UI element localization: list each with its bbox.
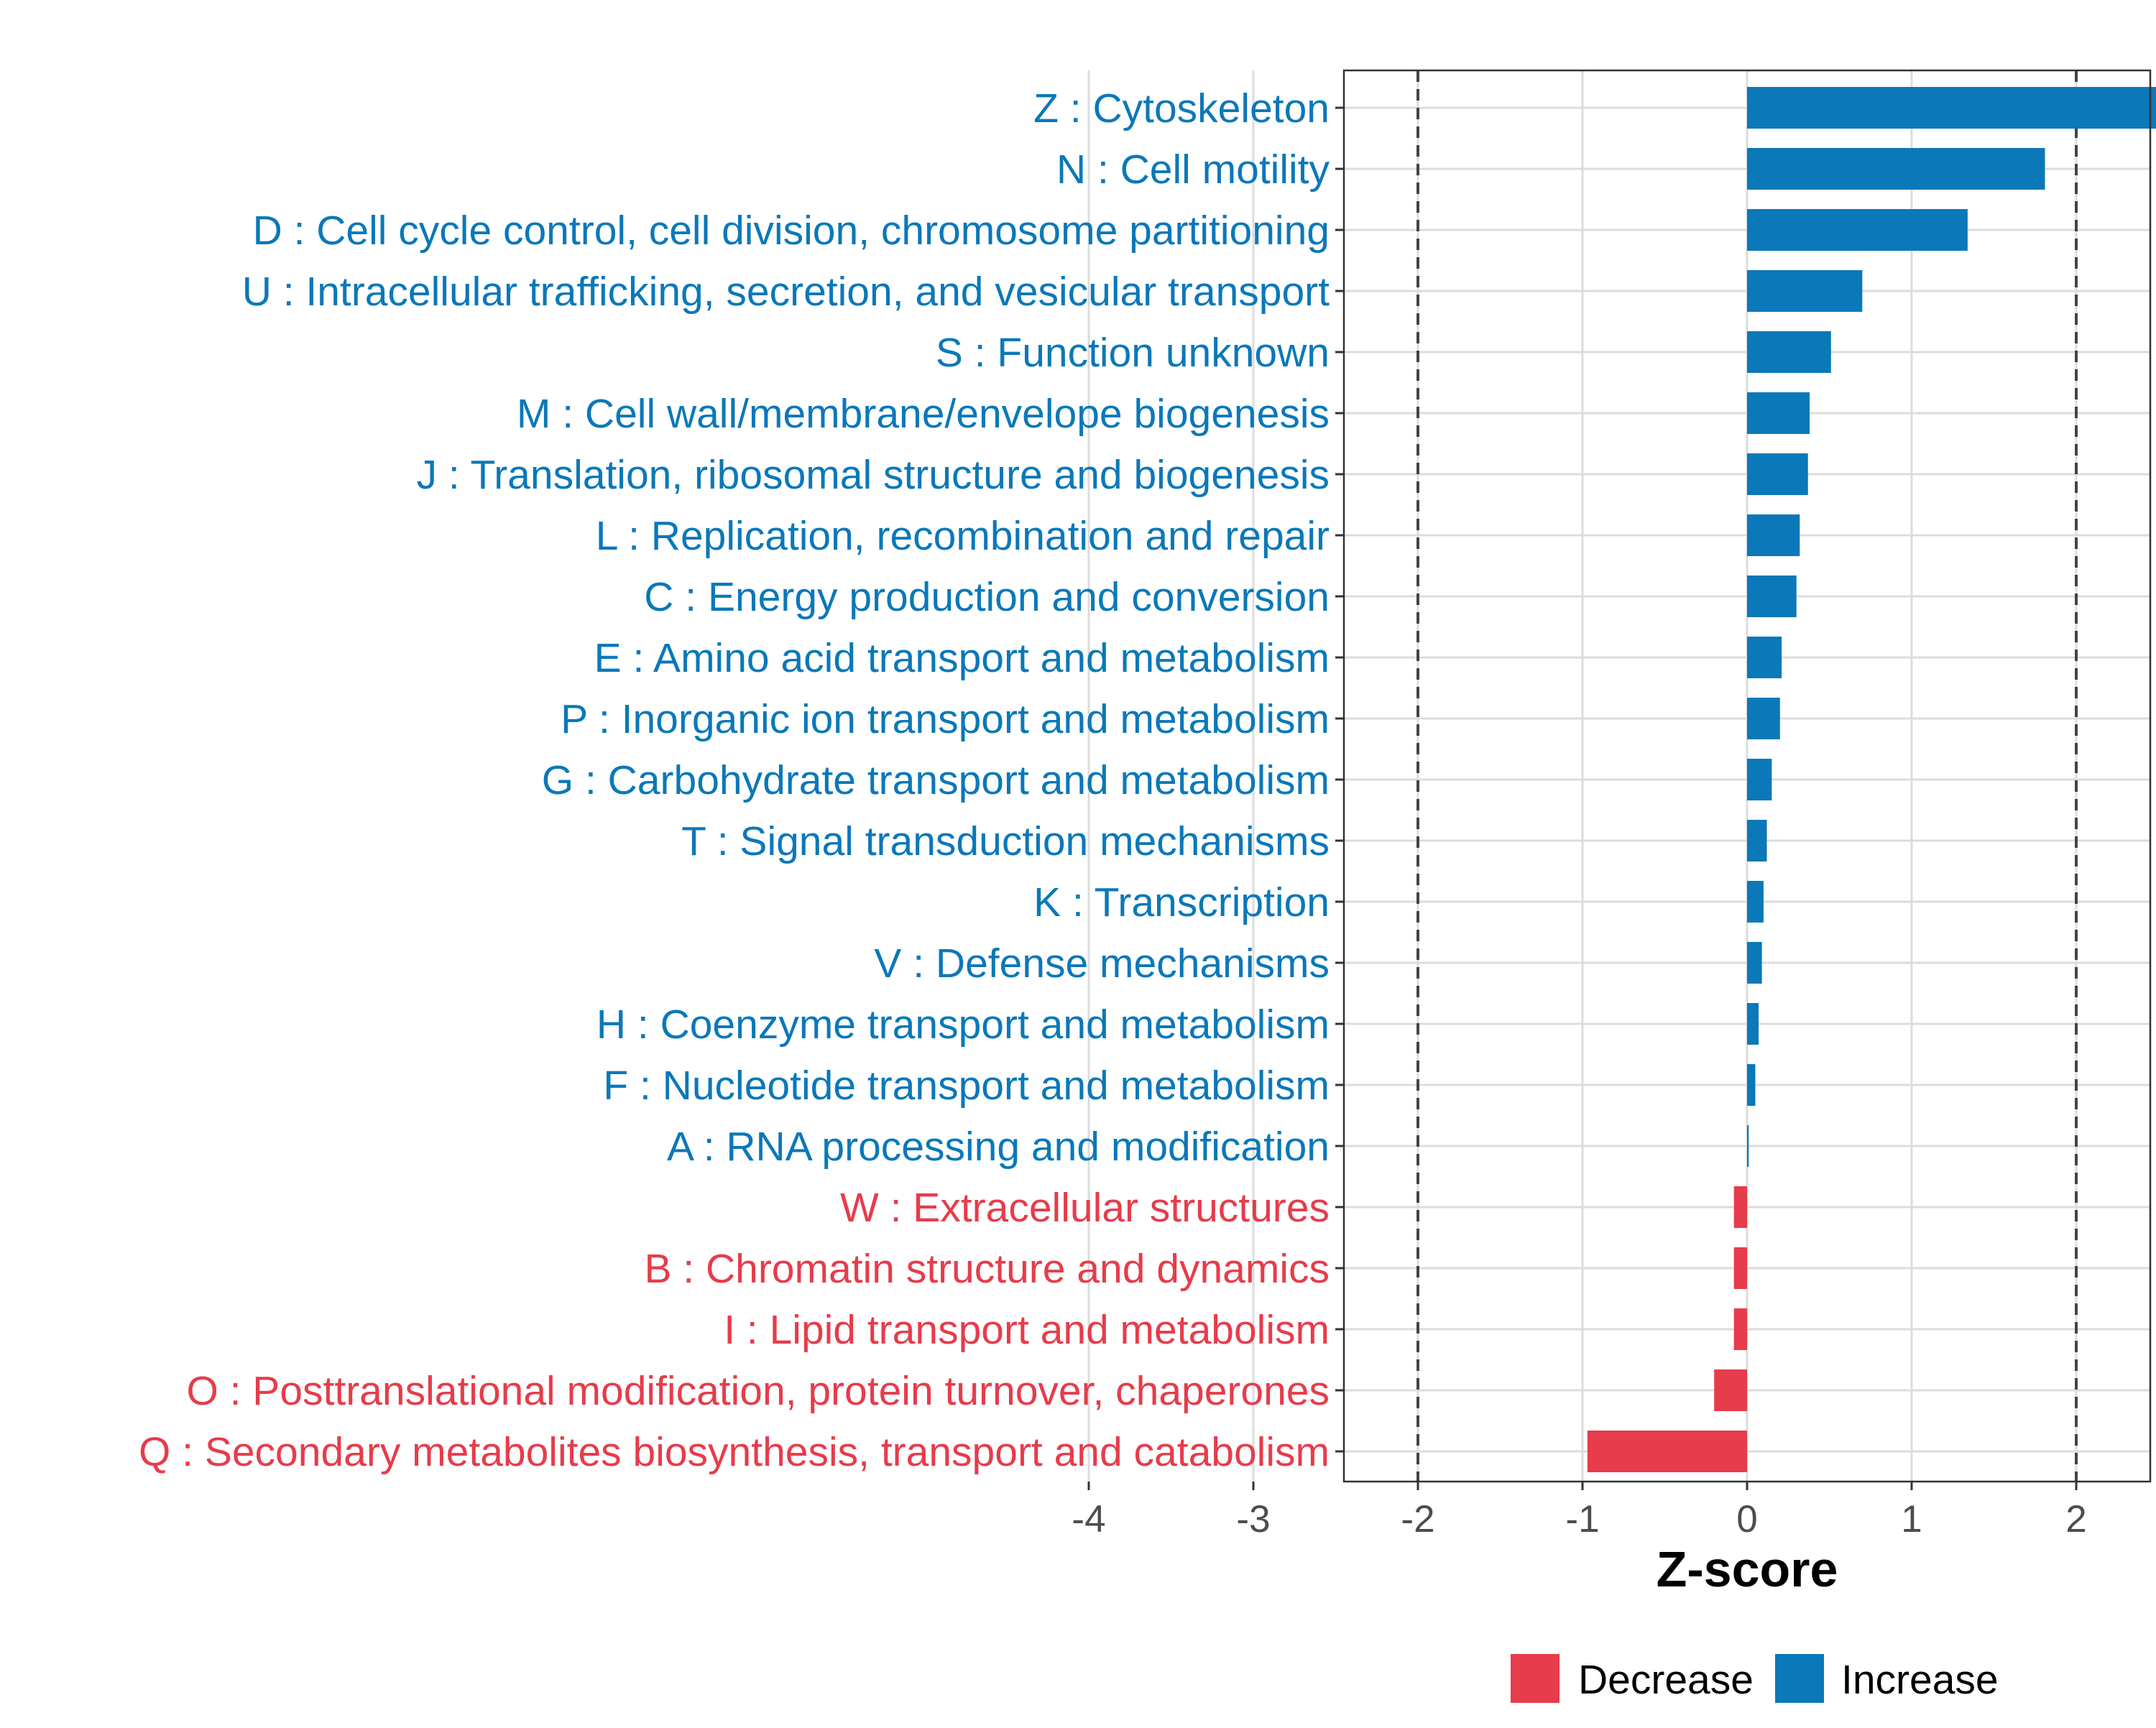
category-label-21: O : Posttranslational modification, prot…	[186, 1368, 1330, 1414]
category-label-4: S : Function unknown	[936, 330, 1330, 376]
category-label-6: J : Translation, ribosomal structure and…	[417, 452, 1330, 498]
category-label-5: M : Cell wall/membrane/envelope biogenes…	[517, 391, 1330, 437]
bar-13	[1747, 881, 1764, 923]
category-label-11: G : Carbohydrate transport and metabolis…	[542, 757, 1330, 803]
y-axis-ticks	[1335, 106, 1344, 1453]
category-label-15: H : Coenzyme transport and metabolism	[596, 1002, 1330, 1048]
x-tick-label-0: -4	[1072, 1498, 1105, 1540]
bar-9	[1747, 637, 1782, 678]
x-tick-label-3: -1	[1565, 1498, 1599, 1540]
legend-label-increase: Increase	[1841, 1657, 1999, 1703]
category-label-3: U : Intracellular trafficking, secretion…	[242, 269, 1330, 315]
category-label-2: D : Cell cycle control, cell division, c…	[253, 208, 1330, 254]
category-label-7: L : Replication, recombination and repai…	[596, 513, 1330, 559]
category-label-0: Z : Cytoskeleton	[1033, 86, 1330, 131]
legend-label-decrease: Decrease	[1578, 1657, 1754, 1703]
category-label-1: N : Cell motility	[1056, 147, 1330, 193]
legend-swatch-increase	[1775, 1654, 1824, 1703]
bar-21	[1714, 1369, 1747, 1411]
category-label-8: C : Energy production and conversion	[644, 574, 1330, 620]
bar-18	[1733, 1186, 1747, 1228]
bar-4	[1747, 331, 1831, 373]
category-label-19: B : Chromatin structure and dynamics	[644, 1246, 1330, 1292]
bar-16	[1747, 1064, 1756, 1106]
bar-10	[1747, 698, 1780, 739]
bar-15	[1747, 1003, 1759, 1045]
bar-19	[1733, 1247, 1747, 1289]
bar-22	[1587, 1431, 1747, 1472]
reference-lines	[1416, 70, 2078, 1482]
bar-5	[1747, 392, 1810, 434]
category-label-13: K : Transcription	[1033, 879, 1330, 925]
legend-swatch-decrease	[1511, 1654, 1560, 1703]
bar-7	[1747, 514, 1800, 556]
bar-14	[1747, 942, 1762, 984]
bar-20	[1733, 1308, 1747, 1350]
bar-11	[1747, 759, 1772, 800]
bar-layer	[1587, 87, 2156, 1472]
x-tick-label-5: 1	[1901, 1498, 1922, 1540]
category-label-12: T : Signal transduction mechanisms	[681, 818, 1330, 864]
bar-12	[1747, 820, 1767, 861]
bar-1	[1747, 148, 2045, 190]
category-label-14: V : Defense mechanisms	[874, 941, 1330, 987]
x-axis-ticks: -4-3-2-101234	[1072, 1482, 2087, 1540]
x-tick-label-2: -2	[1401, 1498, 1434, 1540]
category-label-9: E : Amino acid transport and metabolism	[594, 635, 1330, 681]
bar-8	[1747, 576, 1797, 617]
bar-17	[1747, 1125, 1749, 1167]
bar-3	[1747, 270, 1863, 312]
category-label-16: F : Nucleotide transport and metabolism	[603, 1063, 1330, 1109]
category-labels: Z : Cytoskeleton N : Cell motility D : Cel…	[139, 86, 1330, 1475]
bar-2	[1747, 209, 1968, 251]
category-label-20: I : Lipid transport and metabolism	[724, 1307, 1330, 1353]
legend: Decrease Increase	[1511, 1654, 1999, 1703]
category-label-18: W : Extracellular structures	[840, 1185, 1330, 1231]
category-label-10: P : Inorganic ion transport and metaboli…	[561, 696, 1330, 742]
bar-6	[1747, 453, 1808, 495]
bar-0	[1747, 87, 2156, 129]
x-tick-label-6: 2	[2065, 1498, 2086, 1540]
category-label-17: A : RNA processing and modification	[667, 1124, 1330, 1170]
x-axis-title: Z-score	[1657, 1541, 1838, 1597]
x-tick-label-1: -3	[1236, 1498, 1270, 1540]
x-tick-label-4: 0	[1736, 1498, 1757, 1540]
category-label-22: Q : Secondary metabolites biosynthesis, …	[139, 1429, 1330, 1475]
